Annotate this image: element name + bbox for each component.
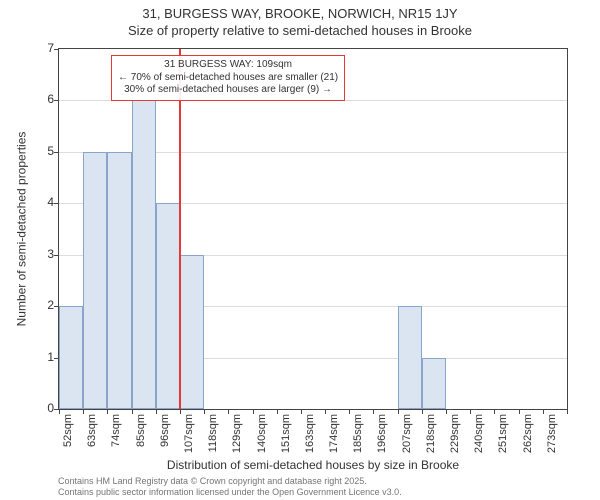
chart-title-line2: Size of property relative to semi-detach… [0, 23, 600, 40]
y-tick-label: 6 [14, 92, 54, 106]
marker-line [179, 49, 181, 409]
x-tick-label: 129sqm [231, 414, 243, 464]
y-tick [54, 100, 59, 101]
x-tick [228, 409, 229, 414]
x-tick-label: 107sqm [183, 414, 195, 464]
attribution-text: Contains HM Land Registry data © Crown c… [58, 476, 580, 498]
x-tick [567, 409, 568, 414]
x-tick [180, 409, 181, 414]
x-tick [59, 409, 60, 414]
x-tick [301, 409, 302, 414]
x-tick [349, 409, 350, 414]
x-tick [470, 409, 471, 414]
x-tick [543, 409, 544, 414]
x-tick [446, 409, 447, 414]
y-tick-label: 4 [14, 195, 54, 209]
histogram-bar [398, 306, 422, 409]
annotation-box: 31 BURGESS WAY: 109sqm← 70% of semi-deta… [111, 55, 345, 101]
y-tick-label: 2 [14, 298, 54, 312]
y-tick-label: 0 [14, 401, 54, 415]
x-tick [422, 409, 423, 414]
chart-title: 31, BURGESS WAY, BROOKE, NORWICH, NR15 1… [0, 0, 600, 40]
x-tick-label: 151sqm [280, 414, 292, 464]
x-tick [325, 409, 326, 414]
x-tick-label: 207sqm [401, 414, 413, 464]
x-tick-label: 174sqm [328, 414, 340, 464]
x-tick-label: 185sqm [352, 414, 364, 464]
x-tick [277, 409, 278, 414]
histogram-bar [83, 152, 107, 409]
x-tick [398, 409, 399, 414]
x-tick-label: 52sqm [62, 414, 74, 464]
x-tick-label: 218sqm [425, 414, 437, 464]
y-tick [54, 255, 59, 256]
x-tick-label: 251sqm [497, 414, 509, 464]
annotation-line: 30% of semi-detached houses are larger (… [118, 84, 338, 97]
attribution-line1: Contains HM Land Registry data © Crown c… [58, 476, 580, 487]
x-tick-label: 118sqm [207, 414, 219, 464]
x-tick-label: 262sqm [522, 414, 534, 464]
x-tick [107, 409, 108, 414]
x-tick-label: 140sqm [256, 414, 268, 464]
x-tick-label: 240sqm [473, 414, 485, 464]
y-tick-label: 3 [14, 247, 54, 261]
x-tick [83, 409, 84, 414]
attribution-line2: Contains public sector information licen… [58, 487, 580, 498]
x-tick [373, 409, 374, 414]
y-tick [54, 203, 59, 204]
y-tick-label: 7 [14, 41, 54, 55]
annotation-line: 31 BURGESS WAY: 109sqm [118, 59, 338, 72]
y-tick [54, 152, 59, 153]
annotation-line: ← 70% of semi-detached houses are smalle… [118, 72, 338, 85]
x-tick-label: 196sqm [376, 414, 388, 464]
histogram-bar [132, 100, 156, 409]
x-tick [204, 409, 205, 414]
histogram-bar [156, 203, 180, 409]
x-tick-label: 74sqm [110, 414, 122, 464]
x-tick-label: 163sqm [304, 414, 316, 464]
chart-title-line1: 31, BURGESS WAY, BROOKE, NORWICH, NR15 1… [0, 6, 600, 23]
x-tick-label: 273sqm [546, 414, 558, 464]
x-tick [519, 409, 520, 414]
histogram-bar [422, 358, 446, 409]
y-tick [54, 49, 59, 50]
x-tick [253, 409, 254, 414]
x-tick [494, 409, 495, 414]
x-tick-label: 96sqm [159, 414, 171, 464]
x-tick [132, 409, 133, 414]
y-tick-label: 1 [14, 350, 54, 364]
histogram-bar [59, 306, 83, 409]
x-tick-label: 63sqm [86, 414, 98, 464]
chart-plot-area: 31 BURGESS WAY: 109sqm← 70% of semi-deta… [58, 48, 568, 410]
histogram-bar [107, 152, 131, 409]
x-tick-label: 85sqm [135, 414, 147, 464]
histogram-bar [180, 255, 204, 409]
x-tick-label: 229sqm [449, 414, 461, 464]
x-tick [156, 409, 157, 414]
y-tick-label: 5 [14, 144, 54, 158]
